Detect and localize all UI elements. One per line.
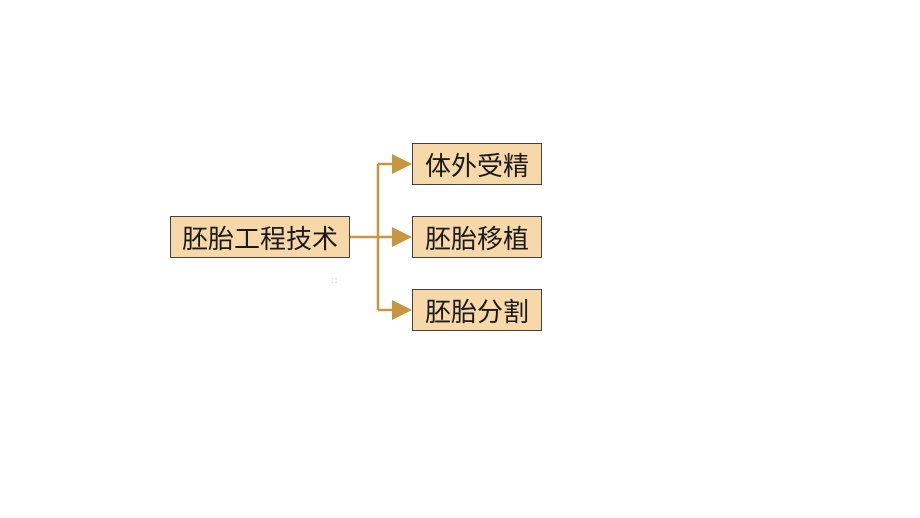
watermark: :: [331, 275, 339, 286]
child-node-0-label: 体外受精 [425, 146, 529, 183]
child-node-0: 体外受精 [412, 143, 542, 185]
child-node-2-label: 胚胎分割 [425, 292, 529, 329]
connectors [0, 0, 920, 518]
child-node-1: 胚胎移植 [412, 216, 542, 258]
root-node-label: 胚胎工程技术 [182, 219, 338, 256]
root-node: 胚胎工程技术 [170, 216, 350, 258]
child-node-1-label: 胚胎移植 [425, 219, 529, 256]
child-node-2: 胚胎分割 [412, 289, 542, 331]
